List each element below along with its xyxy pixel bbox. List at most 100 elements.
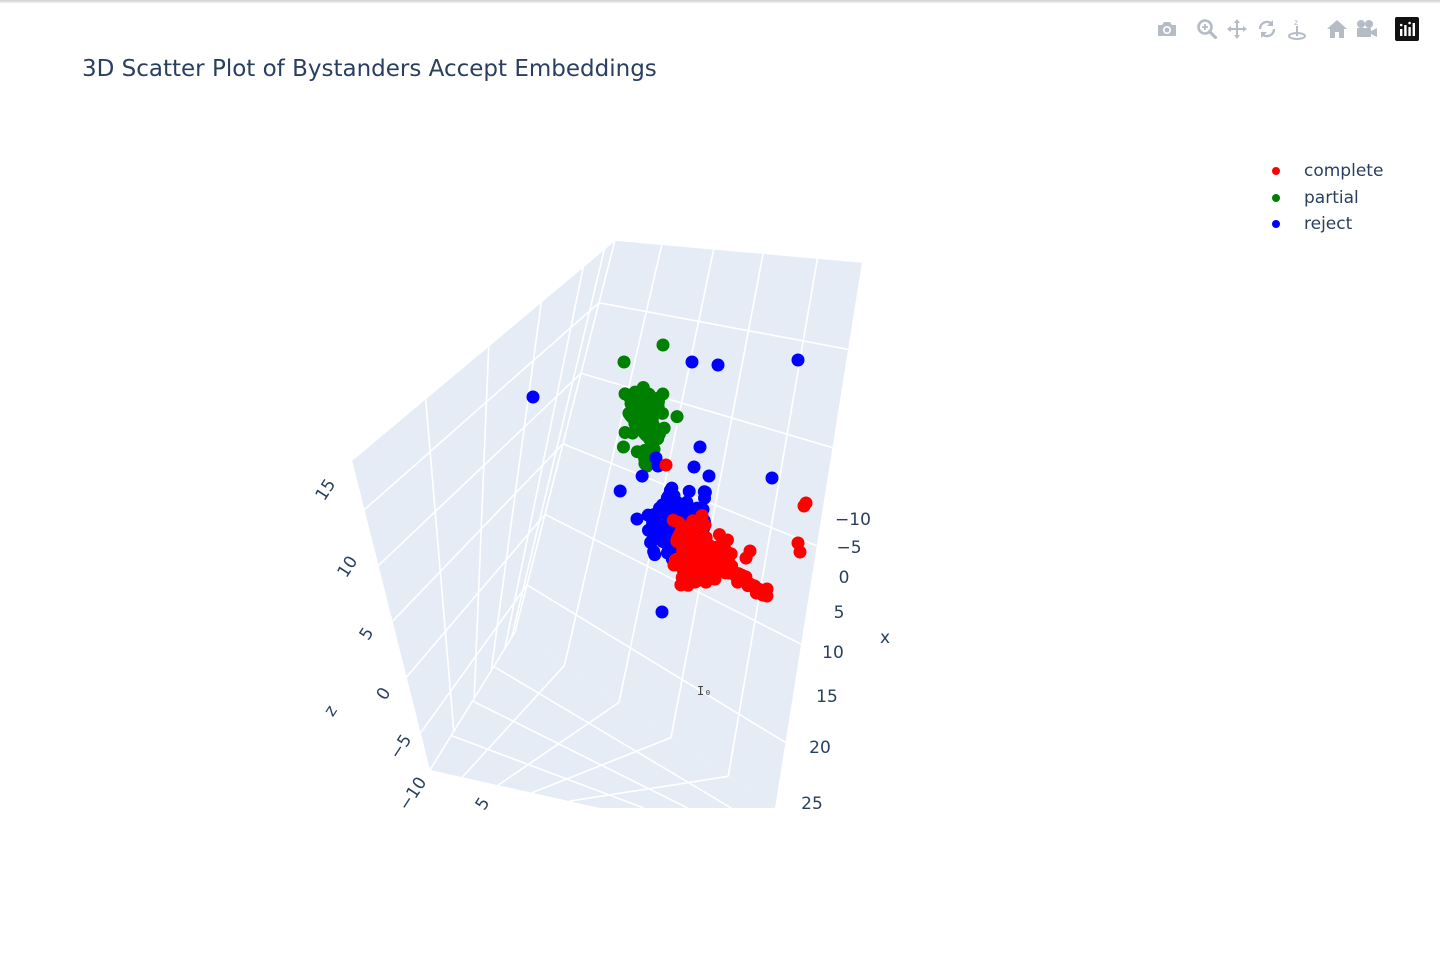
point-reject xyxy=(702,469,716,483)
back-wall-gridline xyxy=(618,248,715,703)
point-partial xyxy=(670,410,684,424)
point-partial xyxy=(628,385,642,399)
legend-item-complete[interactable]: complete xyxy=(1262,158,1383,185)
left-wall-gridline xyxy=(424,398,455,732)
back-wall-gridline xyxy=(526,584,786,744)
turntable-rotation-icon[interactable]: z xyxy=(1282,14,1312,44)
point-complete xyxy=(748,579,762,593)
window-top-edge xyxy=(0,0,1440,3)
zoom-icon[interactable] xyxy=(1192,14,1222,44)
point-reject xyxy=(682,484,696,498)
x-tick-label: 25 xyxy=(801,794,823,814)
legend-label: reject xyxy=(1304,214,1353,235)
left-wall-gridline xyxy=(391,443,564,622)
point-complete xyxy=(720,559,734,573)
point-reject xyxy=(658,533,672,547)
left-wall-gridline xyxy=(405,513,546,678)
point-reject xyxy=(613,484,627,498)
point-reject xyxy=(711,358,725,372)
legend-dot-partial xyxy=(1272,193,1280,202)
x-tick-label: −10 xyxy=(835,510,871,530)
point-reject xyxy=(666,496,680,510)
point-reject xyxy=(791,353,805,367)
point-reject xyxy=(646,516,660,530)
back-wall-gridline xyxy=(544,513,802,645)
back-wall-gridline xyxy=(514,239,616,633)
camera-icon[interactable] xyxy=(1152,14,1182,44)
floor-gridline xyxy=(493,665,732,808)
point-reject xyxy=(526,390,540,404)
plotly-logo-icon[interactable] xyxy=(1392,14,1422,44)
point-reject xyxy=(698,485,712,499)
point-reject xyxy=(765,471,779,485)
point-complete xyxy=(730,570,744,584)
pan-icon[interactable] xyxy=(1222,14,1252,44)
point-reject xyxy=(647,545,661,559)
point-complete xyxy=(793,545,807,559)
back-wall-gridline xyxy=(670,253,764,738)
point-complete xyxy=(743,544,757,558)
point-complete xyxy=(677,520,691,534)
back-wall-gridline xyxy=(727,257,819,777)
left-wall-gridline xyxy=(419,584,528,734)
home-icon[interactable] xyxy=(1322,14,1352,44)
point-complete xyxy=(797,499,811,513)
z-tick-label: 0 xyxy=(373,684,396,704)
point-reject xyxy=(655,605,669,619)
left-wall-gridline xyxy=(504,266,585,649)
z-tick-label: 5 xyxy=(356,624,379,644)
legend-dot-complete xyxy=(1272,167,1280,176)
floor-gridline xyxy=(531,736,672,794)
legend-item-reject[interactable]: reject xyxy=(1262,211,1383,238)
point-partial xyxy=(616,440,630,454)
point-reject xyxy=(687,460,701,474)
back-wall-gridline xyxy=(598,301,849,351)
left-wall-plane xyxy=(352,240,615,770)
legend-label: partial xyxy=(1304,187,1359,208)
point-reject xyxy=(630,512,644,526)
floor-gridline xyxy=(461,664,565,778)
point-complete xyxy=(680,568,694,582)
legend-dot-reject xyxy=(1272,220,1280,229)
z-tick-label: −5 xyxy=(386,731,416,763)
point-partial xyxy=(652,427,666,441)
x-tick-label: 20 xyxy=(809,738,831,758)
legend: complete partial reject xyxy=(1262,158,1383,238)
floor-gridline xyxy=(429,631,516,771)
point-partial xyxy=(656,338,670,352)
x-tick-label: 5 xyxy=(834,603,845,623)
point-reject xyxy=(665,481,679,495)
modebar: z xyxy=(1152,14,1422,44)
point-reject xyxy=(685,355,699,369)
point-complete xyxy=(688,539,702,553)
floor-gridline xyxy=(472,700,688,808)
point-complete xyxy=(659,458,673,472)
y-tick-label: 5 xyxy=(472,794,495,814)
legend-item-partial[interactable]: partial xyxy=(1262,185,1383,212)
point-partial xyxy=(638,402,652,416)
video-camera-icon[interactable] xyxy=(1352,14,1382,44)
x-tick-label: −5 xyxy=(836,538,861,558)
floor-plane xyxy=(430,632,775,808)
left-wall-gridline xyxy=(490,301,543,671)
point-partial xyxy=(640,459,654,473)
point-complete xyxy=(694,567,708,581)
legend-label: complete xyxy=(1304,161,1384,182)
point-complete xyxy=(706,553,720,567)
x-tick-label: 10 xyxy=(822,643,844,663)
point-partial xyxy=(628,410,642,424)
orbit-rotation-icon[interactable] xyxy=(1252,14,1282,44)
point-reject xyxy=(635,469,649,483)
x-axis-title: x xyxy=(880,628,890,648)
left-wall-gridline xyxy=(363,302,600,511)
back-wall-gridline xyxy=(563,243,663,666)
left-wall-gridline xyxy=(377,372,582,566)
floor-gridline xyxy=(569,775,729,802)
floor-gridline xyxy=(450,734,645,808)
z-axis-title: z xyxy=(320,702,342,720)
z-tick-label: −10 xyxy=(395,774,431,815)
back-wall-gridline xyxy=(580,372,833,449)
mouse-cursor: I₀ xyxy=(697,684,712,698)
